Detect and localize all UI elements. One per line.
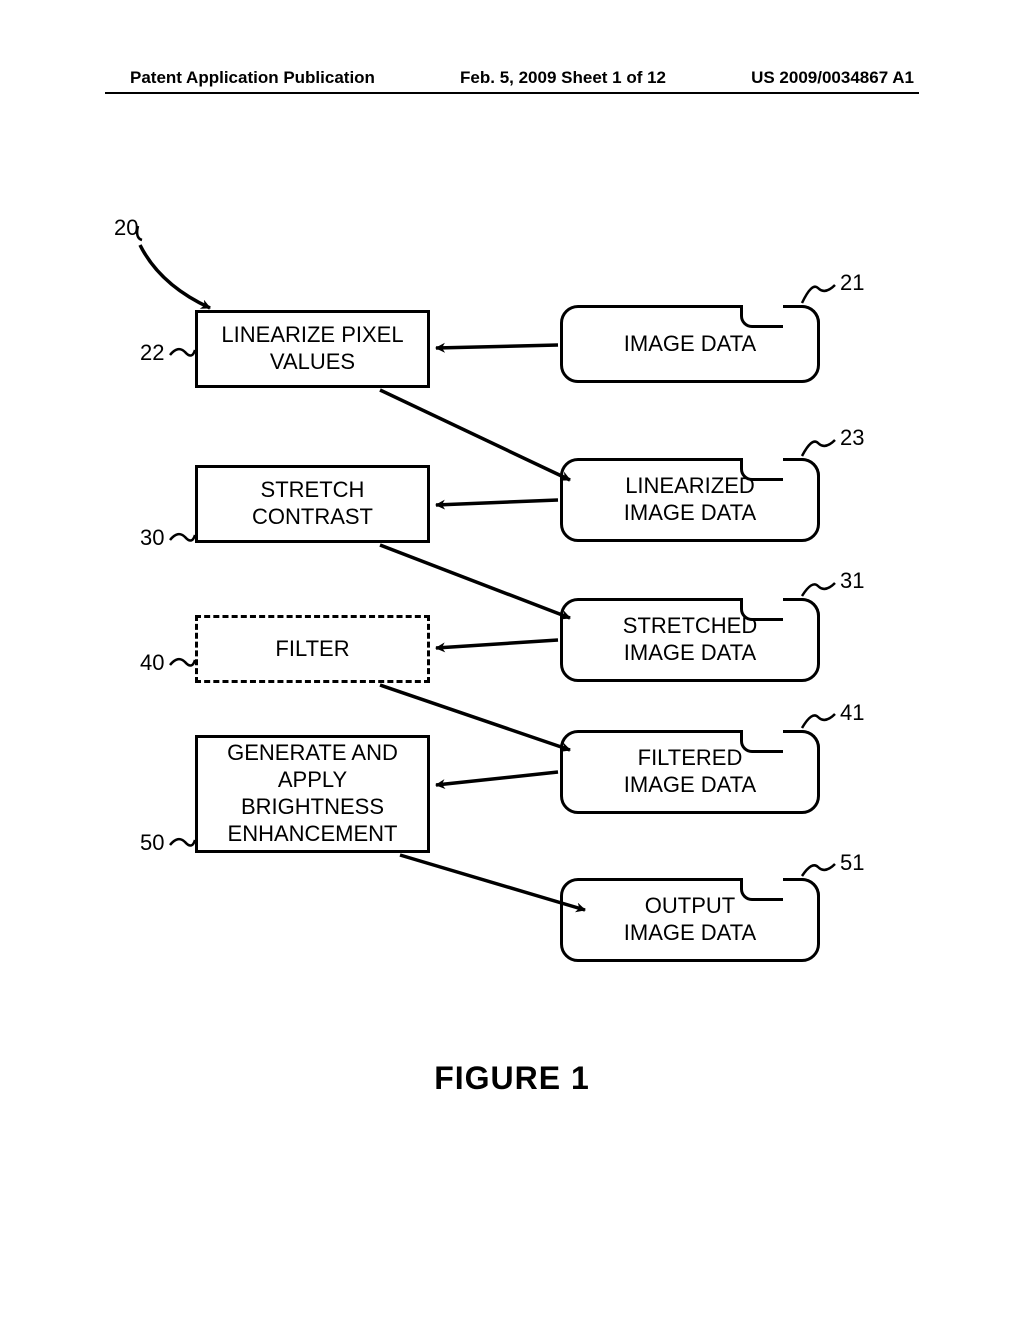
- flowchart: LINEARIZE PIXEL VALUES STRETCH CONTRAST …: [100, 190, 920, 1110]
- arrows: [100, 190, 920, 1110]
- figure-label: FIGURE 1: [0, 1060, 1024, 1097]
- header-center: Feb. 5, 2009 Sheet 1 of 12: [460, 68, 666, 88]
- header-right: US 2009/0034867 A1: [751, 68, 914, 88]
- page-header: Patent Application Publication Feb. 5, 2…: [0, 68, 1024, 88]
- header-rule: [105, 92, 919, 94]
- header-left: Patent Application Publication: [130, 68, 375, 88]
